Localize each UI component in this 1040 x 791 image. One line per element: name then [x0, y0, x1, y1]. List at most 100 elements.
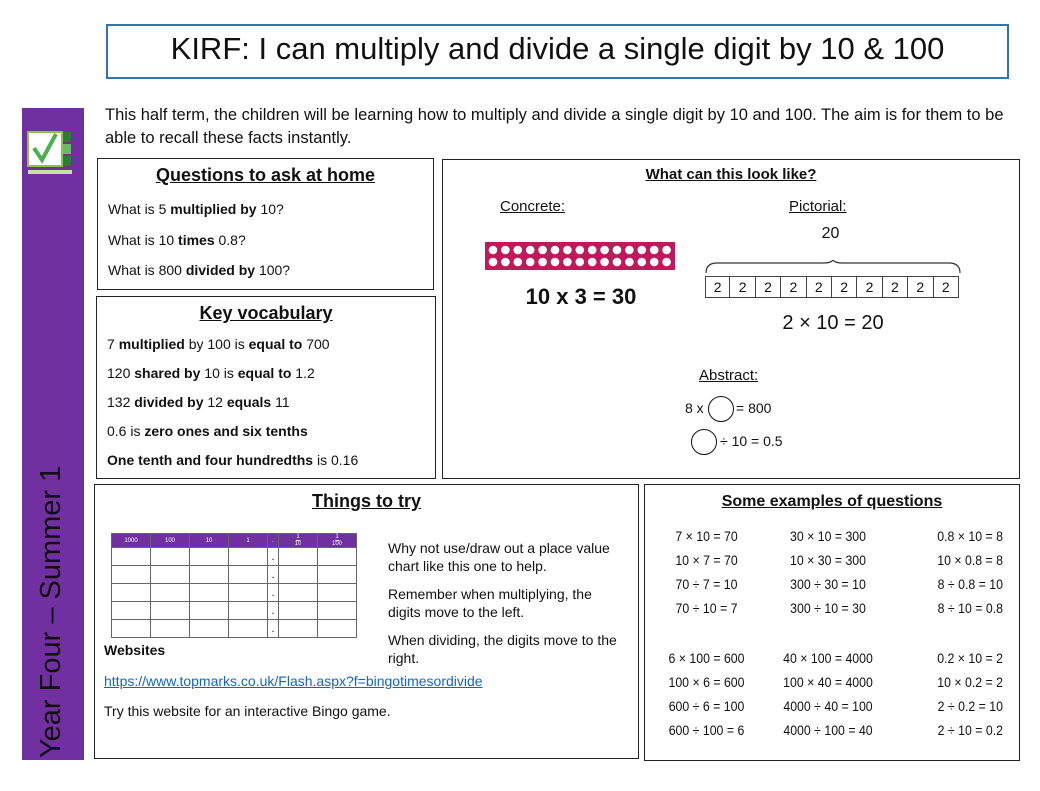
- example: 70 ÷ 10 = 7: [675, 600, 738, 616]
- bead: [575, 245, 585, 255]
- decimal-point: .: [271, 622, 275, 635]
- bar-cell: 2: [705, 276, 731, 298]
- example: 10 × 0.2 = 2: [937, 674, 1003, 690]
- example: 10 × 7 = 70: [675, 552, 738, 568]
- chart-row: .: [111, 619, 357, 638]
- chart-cell: [317, 547, 357, 566]
- bead: [587, 257, 597, 267]
- decimal-point: .: [271, 604, 275, 617]
- text-segment: 12: [203, 394, 227, 410]
- chart-cell: [189, 583, 229, 602]
- chart-cell: .: [267, 601, 279, 620]
- text-segment: 10 is: [200, 365, 238, 381]
- vocabulary-heading: Key vocabulary: [199, 303, 333, 323]
- text-segment: 700: [302, 336, 330, 352]
- text-segment: is 0.16: [313, 452, 359, 468]
- header-label: .: [272, 537, 274, 544]
- bead: [600, 257, 609, 267]
- example: 70 ÷ 7 = 10: [675, 576, 738, 592]
- example: 4000 ÷ 40 = 100: [783, 698, 873, 714]
- tip: Why not use/draw out a place value chart…: [388, 540, 610, 574]
- bead: [525, 257, 535, 267]
- bar-cell: 2: [933, 276, 959, 298]
- looks-like-heading: What can this look like?: [645, 166, 817, 183]
- text-segment: times: [178, 231, 215, 248]
- chart-header: 100: [150, 533, 190, 548]
- example: 0.2 × 10 = 2: [937, 650, 1003, 666]
- chart-row: .: [111, 601, 357, 620]
- place-value-chart: 1000 100 10 1. 1 10 1 100.....: [111, 533, 357, 638]
- text-segment: What is 5: [108, 201, 171, 217]
- examples-heading: Some examples of questions: [721, 493, 943, 510]
- bead: [550, 257, 560, 267]
- header-label: 1000: [124, 537, 138, 544]
- header-label: 1: [246, 537, 250, 544]
- bead: [525, 245, 535, 255]
- chart-cell: [150, 601, 190, 620]
- tips: Why not use/draw out a place value chart…: [388, 539, 618, 677]
- title-box: [106, 24, 1009, 79]
- text-line: What is 5 multiplied by 10?: [108, 201, 284, 217]
- numerator: 1: [335, 534, 339, 541]
- chart-cell: .: [267, 583, 279, 602]
- chart-cell: [278, 565, 318, 584]
- chart-cell: .: [267, 619, 279, 638]
- text-segment: 0.6 is: [107, 423, 145, 439]
- bead: [649, 245, 659, 255]
- bead: [662, 257, 671, 267]
- text-segment: zero ones and six tenths: [144, 423, 308, 439]
- tip: Remember when multiplying, the digits mo…: [388, 586, 592, 620]
- chart-cell: [150, 547, 190, 566]
- example: 8 ÷ 10 = 0.8: [937, 600, 1003, 616]
- website-link[interactable]: https://www.topmarks.co.uk/Flash.aspx?f=…: [104, 673, 483, 689]
- answer-circle: [708, 396, 734, 422]
- vocabulary-box: Key vocabulary 7 multiplied by 100 is eq…: [96, 296, 436, 479]
- logo: [27, 131, 72, 174]
- chart-cell: [189, 601, 229, 620]
- chart-row: .: [111, 583, 357, 602]
- bar-cell: 2: [730, 276, 756, 298]
- pictorial-label: Pictorial:: [789, 198, 847, 215]
- bar-cell: 2: [781, 276, 807, 298]
- bead: [538, 257, 547, 267]
- bead: [563, 257, 572, 267]
- example: 100 × 40 = 4000: [783, 674, 873, 690]
- bead: [488, 245, 498, 255]
- header-label: 10: [205, 537, 213, 544]
- chart-cell: [111, 547, 151, 566]
- chart-cell: [189, 565, 229, 584]
- text-line: What is 800 divided by 100?: [108, 262, 290, 278]
- chart-cell: [228, 583, 268, 602]
- text-line: 0.6 is zero ones and six tenths: [107, 423, 308, 439]
- bar-cell: 2: [831, 276, 858, 298]
- chart-cell: [228, 547, 268, 566]
- websites-label: Websites: [104, 642, 166, 658]
- bead: [637, 257, 647, 267]
- denominator: 10: [294, 541, 302, 547]
- chart-table: 1000 100 10 1. 1 10 1 100.....: [111, 533, 357, 638]
- example: 10 × 30 = 300: [789, 552, 867, 568]
- text-segment: divided by: [185, 262, 256, 278]
- things-heading: Things to try: [312, 491, 421, 511]
- bar-cell: 2: [882, 276, 909, 298]
- chart-cell: [228, 601, 268, 620]
- abstract-2: ÷ 10 = 0.5: [720, 433, 783, 449]
- header-label: 100: [164, 537, 175, 544]
- bead: [563, 245, 572, 255]
- text-segment: What is 800: [108, 262, 186, 278]
- bead: [501, 245, 510, 255]
- title: KIRF: I can multiply and divide a single…: [170, 31, 945, 66]
- denominator: 100: [331, 541, 342, 547]
- text-segment: 10?: [256, 201, 284, 217]
- chart-cell: [278, 583, 318, 602]
- text-segment: 1.2: [291, 365, 315, 381]
- numerator: 1: [296, 534, 300, 541]
- chart-cell: [150, 619, 190, 638]
- bead-frame: [485, 242, 675, 270]
- chart-cell: [317, 583, 357, 602]
- text-segment: equals: [226, 394, 272, 410]
- text-segment: One tenth and four hundredths: [107, 452, 314, 468]
- chart-cell: [278, 601, 318, 620]
- chart-cell: [150, 583, 190, 602]
